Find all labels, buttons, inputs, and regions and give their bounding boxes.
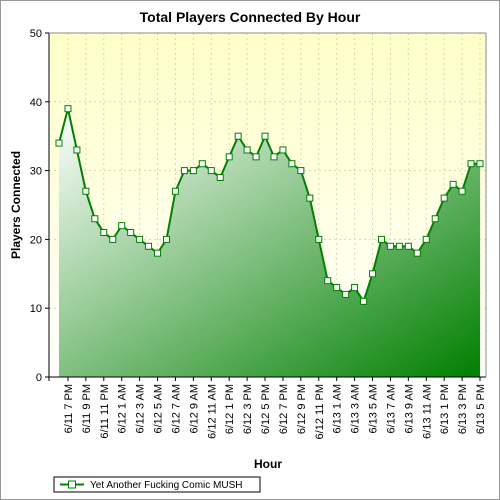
- data-point: [109, 235, 117, 243]
- x-tick-label: 6/12 5 AM: [153, 384, 165, 434]
- data-point: [234, 132, 242, 140]
- x-tick-label: 6/12 7 PM: [278, 384, 290, 434]
- data-point: [118, 222, 126, 230]
- data-points: [55, 105, 484, 305]
- x-tick-label: 6/13 5 AM: [368, 384, 380, 434]
- data-point: [315, 235, 323, 243]
- data-point: [467, 160, 475, 168]
- x-tick-label: 6/13 7 AM: [385, 384, 397, 434]
- data-point: [440, 194, 448, 202]
- x-tick-label: 6/12 9 PM: [296, 384, 308, 434]
- x-tick-label: 6/11 7 PM: [63, 384, 75, 433]
- data-point: [404, 242, 412, 250]
- data-point: [351, 284, 359, 292]
- data-point: [82, 187, 90, 195]
- x-tick-label: 6/12 3 PM: [242, 384, 254, 434]
- x-tick-label: 6/12 11 AM: [206, 384, 218, 439]
- data-point: [377, 235, 385, 243]
- data-point: [154, 249, 162, 257]
- x-tick-label: 6/12 5 PM: [260, 384, 272, 434]
- chart-title: Total Players Connected By Hour: [140, 9, 361, 25]
- data-point: [243, 146, 251, 154]
- data-point: [476, 160, 484, 168]
- data-point: [422, 235, 430, 243]
- legend-entry: Yet Another Fucking Comic MUSH: [90, 480, 242, 491]
- data-point: [261, 132, 269, 140]
- x-tick-label: 6/12 7 AM: [170, 384, 182, 434]
- data-point: [216, 173, 224, 181]
- data-point: [189, 167, 197, 175]
- data-point: [288, 160, 296, 168]
- data-point: [198, 160, 206, 168]
- y-tick-label: 20: [30, 234, 42, 246]
- y-tick-label: 40: [30, 97, 42, 109]
- data-point: [225, 153, 233, 161]
- x-tick-label: 6/13 1 AM: [332, 384, 344, 434]
- data-point: [55, 139, 63, 147]
- y-axis-title: Players Connected: [9, 151, 23, 259]
- data-point: [171, 187, 179, 195]
- x-tick-label: 6/13 9 AM: [403, 384, 415, 434]
- data-point: [91, 215, 99, 223]
- data-point: [207, 167, 215, 175]
- data-point: [270, 153, 278, 161]
- y-tick-labels: 0 10 20 30 40 50: [30, 28, 49, 384]
- data-point: [333, 284, 341, 292]
- data-point: [162, 235, 170, 243]
- y-tick-label: 0: [36, 372, 42, 384]
- data-point: [279, 146, 287, 154]
- data-point: [145, 242, 153, 250]
- data-point: [64, 105, 72, 113]
- x-tick-label: 6/12 3 AM: [135, 384, 147, 434]
- data-point: [100, 229, 108, 237]
- x-tick-label: 6/13 3 PM: [457, 384, 469, 434]
- data-point: [395, 242, 403, 250]
- data-point: [413, 249, 421, 257]
- x-axis-title: Hour: [254, 457, 282, 471]
- data-point: [431, 215, 439, 223]
- data-point: [136, 235, 144, 243]
- data-point: [252, 153, 260, 161]
- x-tick-label: 6/11 11 PM: [99, 384, 111, 439]
- data-point: [324, 277, 332, 285]
- legend: Yet Another Fucking Comic MUSH: [53, 476, 261, 493]
- x-tick-label: 6/12 1 AM: [117, 384, 129, 434]
- legend-box: [53, 476, 261, 493]
- x-tick-label: 6/12 1 PM: [224, 384, 236, 434]
- y-tick-label: 10: [30, 303, 42, 315]
- x-tick-label: 6/12 11 PM: [314, 384, 326, 439]
- series-area: [59, 108, 480, 378]
- x-tick-label: 6/13 5 PM: [475, 384, 487, 434]
- y-tick-label: 50: [30, 28, 42, 40]
- x-tick-label: 6/13 3 AM: [350, 384, 362, 434]
- x-tick-label: 6/12 9 AM: [188, 384, 200, 434]
- data-point: [306, 194, 314, 202]
- data-point: [297, 167, 305, 175]
- x-tick-label: 6/13 1 PM: [439, 384, 451, 434]
- data-point: [458, 187, 466, 195]
- data-point: [73, 146, 81, 154]
- x-tick-labels: 6/11 7 PM 6/11 9 PM 6/11 11 PM 6/12 1 AM 6/1…: [63, 377, 487, 439]
- y-tick-label: 30: [30, 166, 42, 178]
- data-point: [386, 242, 394, 250]
- data-point: [369, 270, 377, 278]
- data-point: [180, 167, 188, 175]
- legend-marker-swatch: [68, 480, 76, 489]
- data-point: [342, 290, 350, 298]
- data-point: [360, 297, 368, 305]
- data-point: [127, 229, 135, 237]
- x-tick-label: 6/11 9 PM: [81, 384, 93, 433]
- data-point: [449, 180, 457, 188]
- x-tick-label: 6/13 11 AM: [421, 384, 433, 439]
